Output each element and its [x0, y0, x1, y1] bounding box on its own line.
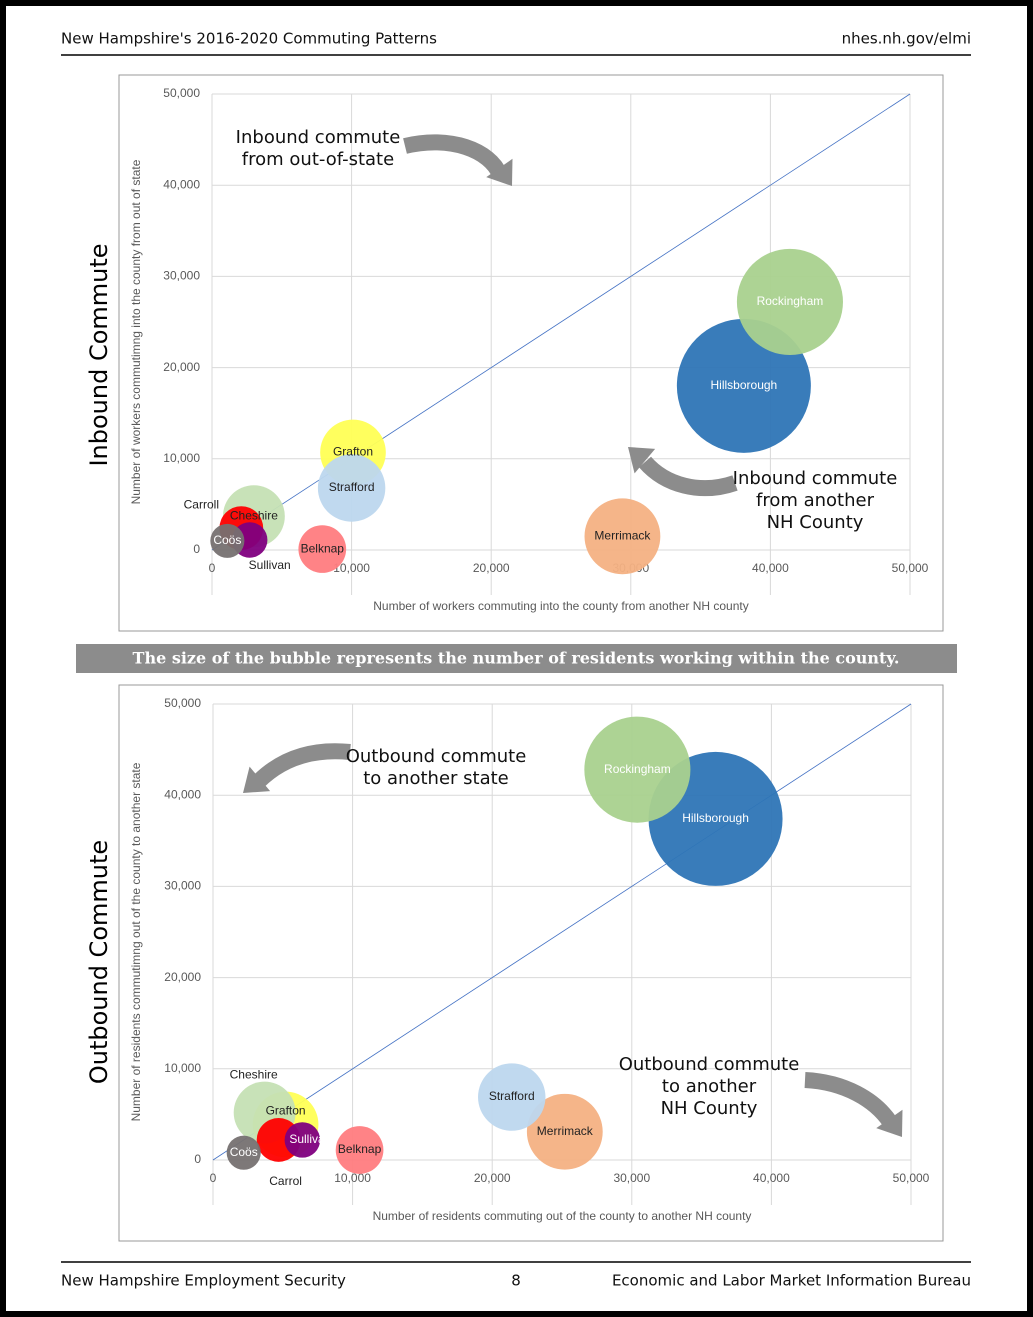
bubble-label: Carrol	[269, 1174, 302, 1188]
bubble-label: Cheshire	[230, 508, 278, 522]
footer-right: Economic and Labor Market Information Bu…	[612, 1272, 971, 1290]
bubble-label: Sullivan	[249, 558, 291, 572]
annotation-arrowhead	[876, 1109, 903, 1137]
bubble-label: Grafton	[333, 445, 373, 459]
annotation: NH County	[767, 512, 864, 533]
reference-line	[212, 703, 912, 1161]
y-tick-label: 0	[194, 1152, 201, 1166]
x-tick-label: 10,000	[333, 561, 370, 575]
annotation: from another	[756, 490, 875, 511]
y-tick-label: 20,000	[163, 360, 200, 374]
bubble-label: Hillsborough	[711, 378, 778, 392]
bubble-label: Hillsborough	[682, 811, 749, 825]
x-tick-label: 50,000	[892, 561, 929, 575]
chart: 0 10,000 20,000 30,000 40,000 50,000 0 10,000 20…	[85, 684, 944, 1242]
side-title: Inbound Commute	[85, 243, 113, 466]
x-tick-label: 40,000	[752, 561, 789, 575]
bubble	[226, 1135, 261, 1170]
side-title: Outbound Commute	[85, 840, 113, 1084]
y-tick-label: 30,000	[163, 269, 200, 283]
annotation-arrow	[252, 743, 351, 788]
x-tick-label: 0	[210, 1171, 217, 1185]
header-url: nhes.nh.gov/elmi	[842, 30, 971, 48]
y-tick-label: 50,000	[164, 696, 201, 710]
annotation: Inbound commute	[733, 468, 898, 489]
y-tick-label: 50,000	[163, 86, 200, 100]
annotation: Inbound commute	[236, 127, 401, 148]
bubble-label: Cheshire	[230, 1068, 278, 1082]
bubble	[284, 1122, 321, 1158]
bubble-label: Sullivan	[289, 1132, 331, 1146]
header-title: New Hampshire's 2016-2020 Commuting Patt…	[61, 30, 437, 48]
annotation-arrow	[804, 1072, 897, 1127]
note: The size of the bubble represents the nu…	[133, 649, 900, 668]
annotation-arrowhead	[486, 158, 513, 186]
y-tick-label: 10,000	[163, 451, 200, 465]
x-tick-label: 20,000	[474, 1171, 511, 1185]
annotation: to another state	[363, 768, 509, 789]
annotation: from out-of-state	[242, 149, 394, 170]
page-number: 8	[511, 1272, 521, 1290]
bubble	[335, 1126, 384, 1174]
y-axis-label: Number of residents commutimng out of th…	[129, 762, 143, 1121]
annotation: NH County	[661, 1098, 758, 1119]
annotation-arrow	[403, 134, 508, 179]
annotation: Outbound commute	[346, 746, 527, 767]
bubble-label: Belknap	[301, 541, 345, 555]
bubble-label: Coös	[230, 1145, 258, 1159]
bubble-label: Rockingham	[757, 294, 824, 308]
y-tick-label: 30,000	[164, 879, 201, 893]
bubble	[584, 498, 661, 575]
bubble	[317, 454, 386, 522]
bubble	[210, 523, 245, 558]
x-tick-label: 40,000	[753, 1171, 790, 1185]
bubble-label: Coös	[213, 533, 241, 547]
x-tick-label: 20,000	[473, 561, 510, 575]
annotation-arrowhead	[628, 447, 656, 474]
bubble	[736, 248, 843, 355]
bubble-label: Merrimack	[594, 528, 651, 542]
x-axis-label: Number of residents commuting out of the…	[373, 1209, 752, 1223]
bubble-label: Rockingham	[604, 762, 671, 776]
y-tick-label: 40,000	[164, 787, 201, 801]
bubble-label: Strafford	[489, 1089, 535, 1103]
x-tick-label: 50,000	[893, 1171, 930, 1185]
y-tick-label: 0	[193, 542, 200, 556]
bubble	[526, 1093, 603, 1170]
bubble	[584, 716, 691, 823]
x-axis-label: Number of workers commuting into the cou…	[373, 599, 749, 613]
chart: 0 10,000 20,000 30,000 40,000 50,000 0 10,000 20…	[85, 74, 944, 632]
bubble-label: Strafford	[329, 480, 375, 494]
bubble	[298, 525, 347, 573]
y-tick-label: 40,000	[163, 177, 200, 191]
note-bar	[76, 644, 957, 673]
x-tick-label: 30,000	[613, 1171, 650, 1185]
annotation-arrowhead	[243, 766, 271, 793]
bubble-label: Merrimack	[537, 1124, 594, 1138]
x-tick-label: 10,000	[334, 1171, 371, 1185]
annotation: to another	[662, 1076, 757, 1097]
bubble-label: Grafton	[266, 1104, 306, 1118]
x-tick-label: 0	[209, 561, 216, 575]
y-tick-label: 10,000	[164, 1061, 201, 1075]
bubble	[478, 1063, 546, 1131]
bubble-label: Carroll	[184, 497, 219, 511]
footer-left: New Hampshire Employment Security	[61, 1272, 346, 1290]
y-axis-label: Number of workers commutimng into the co…	[129, 159, 143, 504]
y-tick-label: 20,000	[164, 970, 201, 984]
annotation-arrow	[638, 456, 738, 497]
annotation: Outbound commute	[619, 1054, 800, 1075]
bubble-label: Belknap	[338, 1142, 382, 1156]
